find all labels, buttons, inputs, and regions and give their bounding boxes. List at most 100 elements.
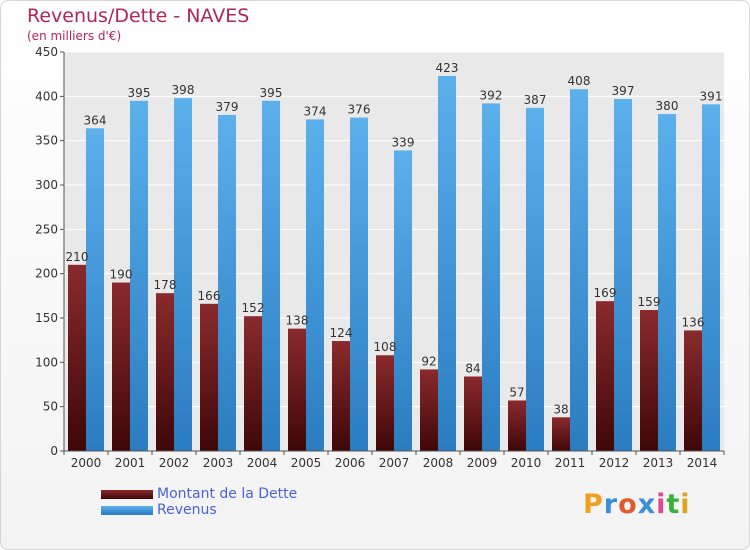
logo-letter: o (618, 489, 638, 520)
x-tick-label: 2011 (555, 456, 586, 470)
data-label-dette: 92 (421, 354, 436, 368)
bar-dette (200, 303, 218, 451)
bar-revenus (658, 114, 676, 452)
data-label-dette: 108 (374, 340, 397, 354)
axes: 0 50 100 150 200 250 300 350 400 450 2000 2001 2002 2… (35, 45, 725, 470)
data-label-revenus: 395 (260, 86, 283, 100)
data-label-dette: 138 (286, 314, 309, 328)
bar-revenus (130, 100, 148, 452)
y-tick-label: 350 (35, 134, 58, 148)
data-label-dette: 84 (465, 362, 480, 376)
bar-dette (244, 316, 262, 451)
data-label-dette: 169 (594, 286, 617, 300)
data-label-dette: 124 (330, 326, 353, 340)
data-label-dette: 178 (154, 278, 177, 292)
y-tick-label: 250 (35, 222, 58, 236)
x-tick-label: 2004 (247, 456, 278, 470)
bar-dette (684, 330, 702, 451)
data-label-dette: 166 (198, 289, 221, 303)
chart-title: Revenus/Dette - NAVES (27, 5, 250, 27)
bar-dette (640, 310, 658, 451)
bar-revenus (614, 98, 632, 451)
legend-label-dette: Montant de la Dette (157, 486, 298, 502)
proxiti-logo: Proxiti (583, 489, 691, 520)
bar-revenus (570, 89, 588, 452)
bar-revenus (218, 114, 236, 451)
data-label-revenus: 398 (172, 83, 195, 97)
y-tick-label: 300 (35, 178, 58, 192)
legend-swatch-dette (101, 490, 153, 499)
bar-revenus (438, 75, 456, 451)
bar-revenus (702, 104, 720, 452)
logo-letter: x (637, 489, 657, 520)
x-tick-label: 2008 (423, 456, 454, 470)
bar-dette (596, 301, 614, 451)
data-label-revenus: 395 (128, 86, 151, 100)
logo-letter: i (680, 489, 691, 520)
bar-revenus (482, 103, 500, 451)
logo-letter: r (603, 489, 619, 520)
data-label-revenus: 392 (480, 88, 503, 102)
data-label-dette: 38 (553, 402, 568, 416)
data-label-revenus: 379 (216, 100, 239, 114)
bar-dette (112, 282, 130, 451)
legend-swatch-revenus (101, 506, 153, 515)
bar-dette (332, 341, 350, 451)
data-label-revenus: 364 (84, 113, 107, 127)
x-tick-label: 2000 (71, 456, 102, 470)
x-tick-label: 2003 (203, 456, 234, 470)
bar-revenus (350, 117, 368, 451)
bars (68, 75, 720, 452)
bar-dette (552, 417, 570, 451)
data-label-revenus: 374 (304, 104, 327, 118)
bar-revenus (262, 100, 280, 452)
y-tick-label: 150 (35, 311, 58, 325)
data-label-revenus: 423 (436, 61, 459, 75)
x-tick-label: 2014 (687, 456, 718, 470)
data-label-revenus: 397 (612, 84, 635, 98)
data-label-dette: 159 (638, 295, 661, 309)
y-tick-label: 200 (35, 267, 58, 281)
chart-subtitle: (en milliers d'€) (27, 29, 122, 43)
y-tick-label: 0 (50, 444, 58, 458)
data-labels: 210 364 190 395 178 398 166 379 152 395 138 374 124 3… (66, 61, 723, 416)
bar-dette (420, 369, 438, 451)
x-tick-label: 2005 (291, 456, 322, 470)
legend-label-revenus: Revenus (157, 502, 217, 518)
data-label-dette: 152 (242, 301, 265, 315)
data-label-dette: 190 (110, 268, 133, 282)
data-label-dette: 57 (509, 385, 524, 399)
data-label-dette: 136 (682, 315, 705, 329)
y-tick-label: 450 (35, 45, 58, 59)
data-label-revenus: 387 (524, 93, 547, 107)
bar-dette (156, 293, 174, 451)
bar-dette (376, 355, 394, 451)
bar-dette (464, 376, 482, 451)
x-tick-label: 2007 (379, 456, 410, 470)
y-tick-label: 50 (43, 400, 58, 414)
bar-revenus (86, 128, 104, 451)
bar-revenus (526, 107, 544, 452)
bar-dette (68, 264, 86, 451)
logo-letter: t (666, 489, 681, 520)
x-tick-label: 2006 (335, 456, 366, 470)
x-tick-label: 2001 (115, 456, 146, 470)
x-tick-label: 2013 (643, 456, 674, 470)
bar-revenus (394, 150, 412, 452)
x-tick-label: 2012 (599, 456, 630, 470)
data-label-revenus: 339 (392, 135, 415, 149)
logo-letter: i (656, 489, 667, 520)
x-tick-label: 2002 (159, 456, 190, 470)
bar-dette (508, 400, 526, 451)
data-label-revenus: 376 (348, 103, 371, 117)
y-tick-label: 100 (35, 355, 58, 369)
x-tick-label: 2010 (511, 456, 542, 470)
data-label-revenus: 408 (568, 74, 591, 88)
data-label-revenus: 391 (700, 89, 723, 103)
logo-letter: P (583, 489, 604, 520)
data-label-dette: 210 (66, 250, 89, 264)
data-label-revenus: 380 (656, 99, 679, 113)
bar-revenus (306, 119, 324, 452)
